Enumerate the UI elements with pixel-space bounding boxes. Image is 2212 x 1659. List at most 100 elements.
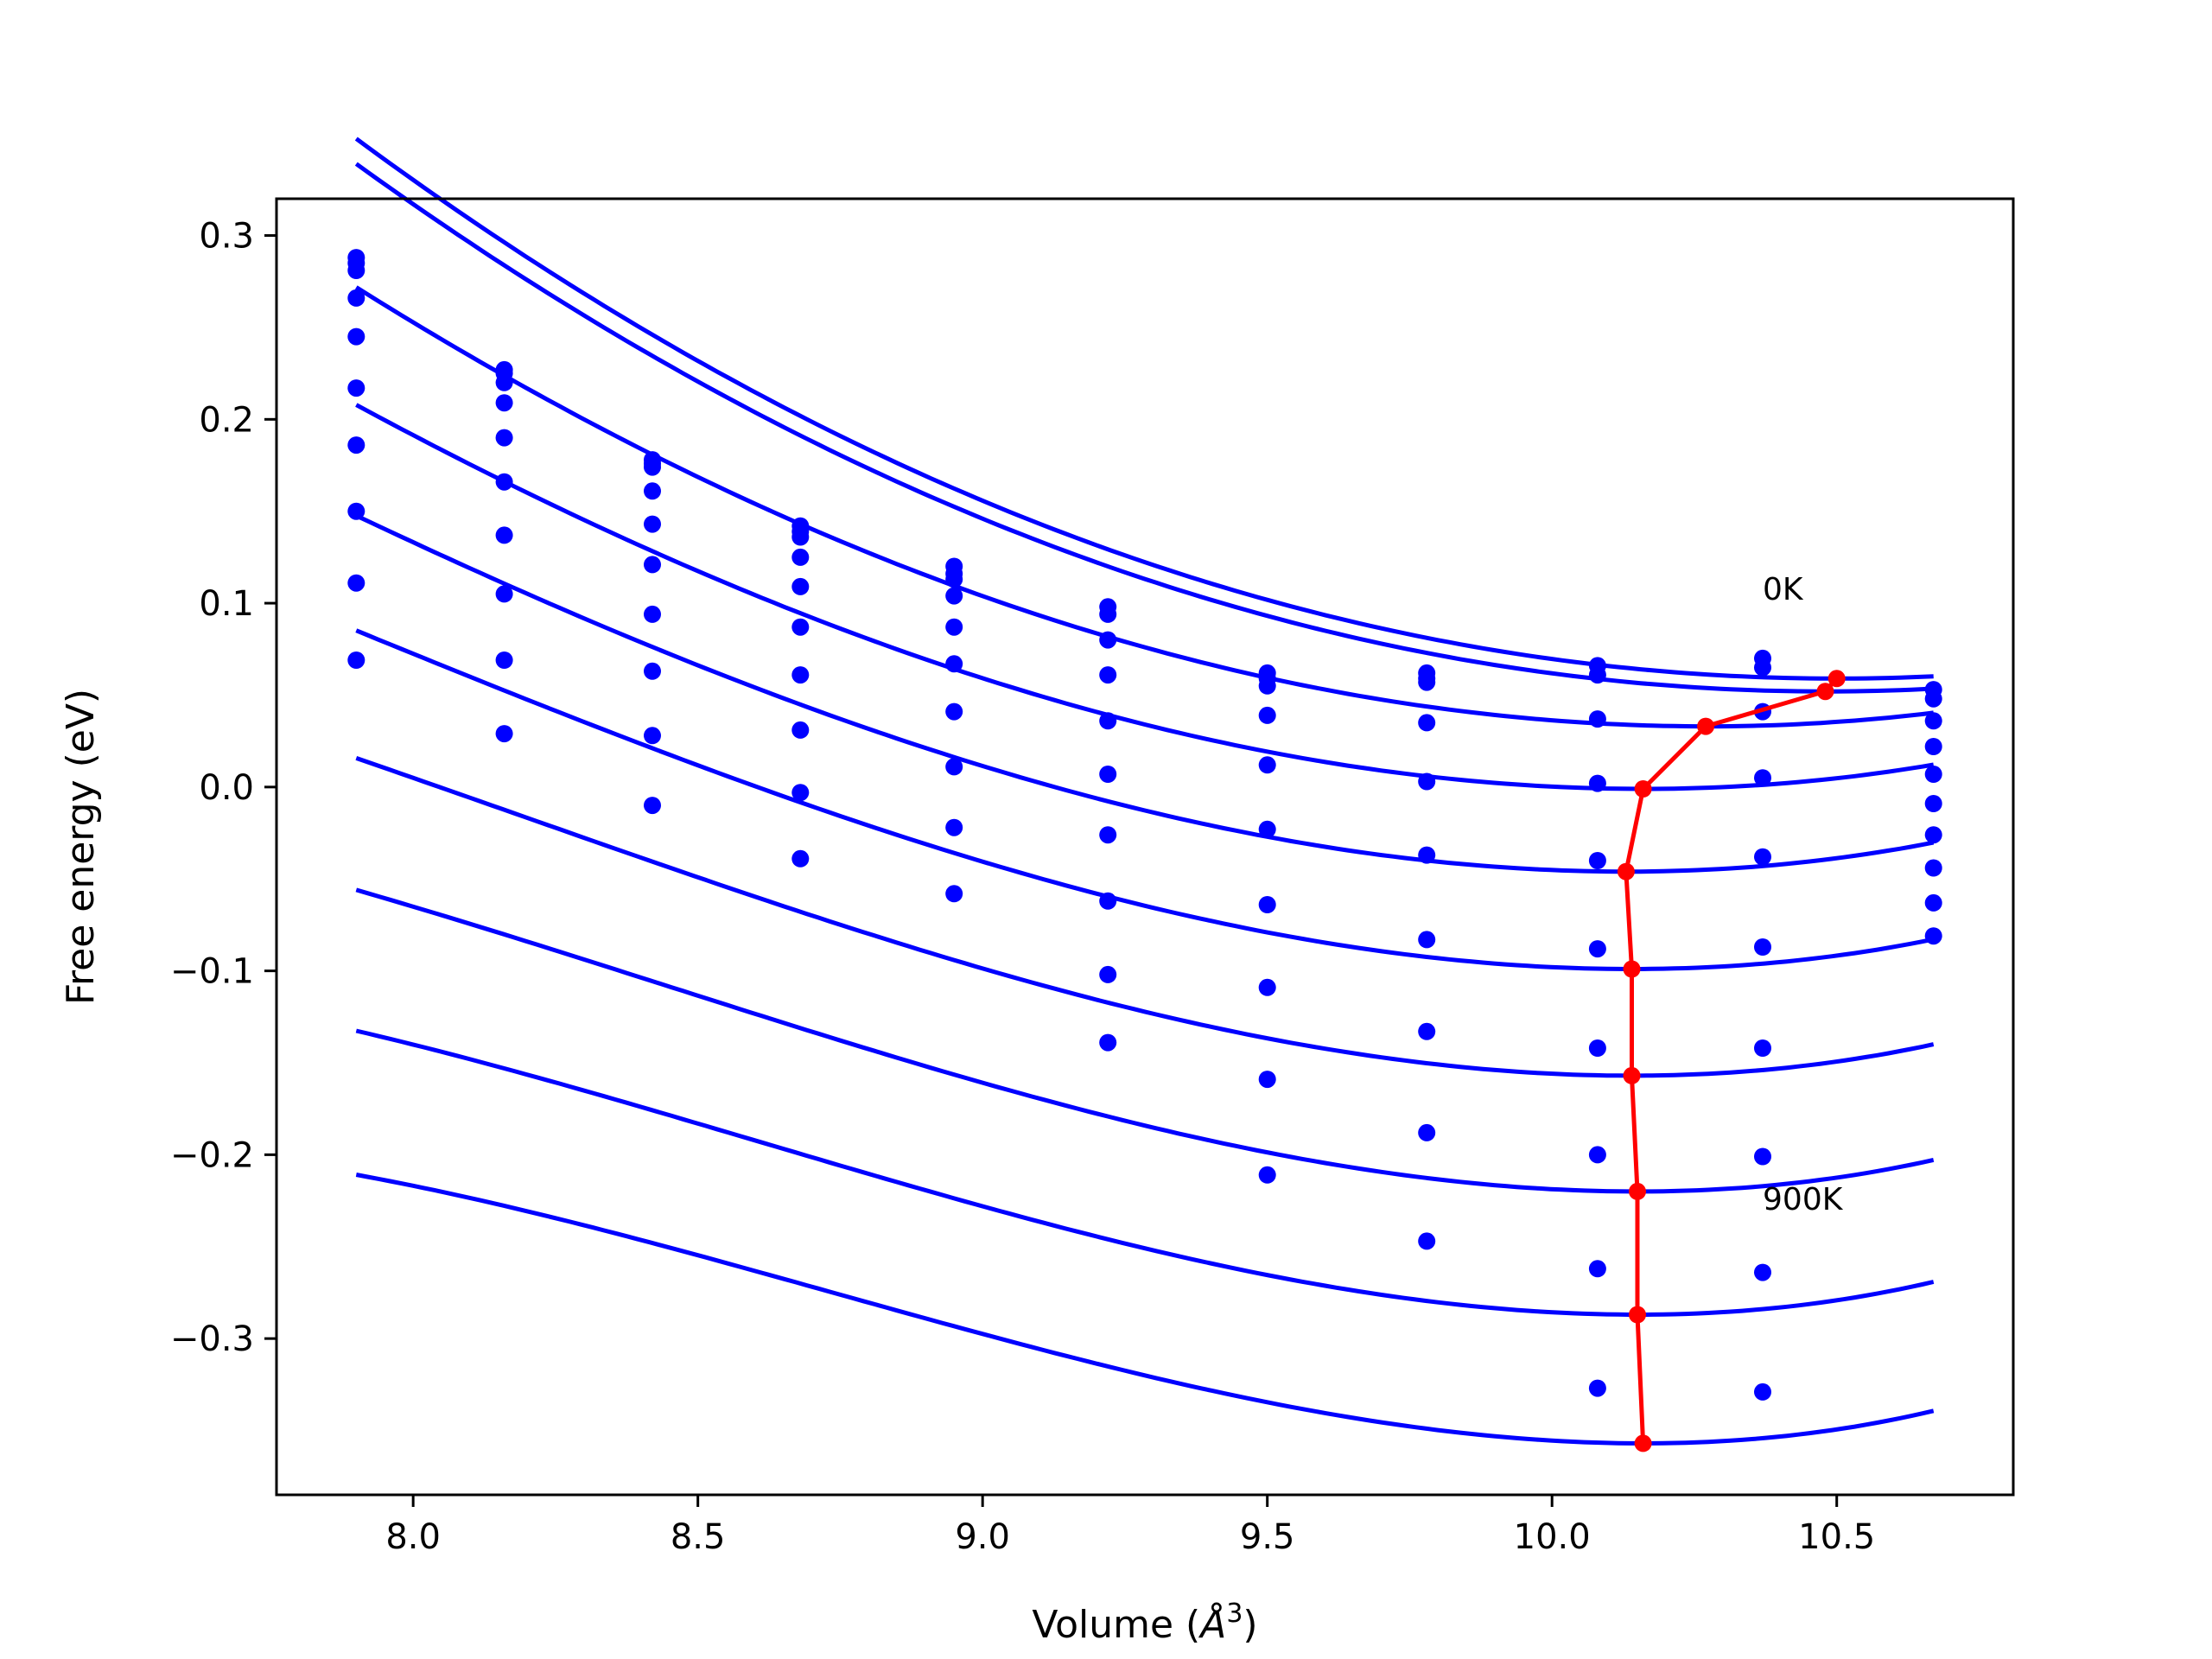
fit-curve-1: [354, 137, 1934, 681]
y-axis-ticks: 0.3 0.2 0.1 0.0 −0.1 −0.2 −0.3: [170, 217, 276, 1359]
fit-curve-6: [355, 628, 1935, 971]
minimum-point-6: [1623, 960, 1641, 978]
fit-curve-2: [354, 162, 1934, 694]
annotation-low-temp: 0K: [1763, 572, 1804, 607]
data-point-s9-2: [495, 652, 513, 669]
data-point-s9-5: [945, 818, 963, 836]
data-point-s6-1: [347, 379, 365, 397]
data-point-s8-3: [644, 662, 661, 680]
data-point-s7-6: [1099, 826, 1117, 844]
y-tick-label: −0.2: [170, 1135, 254, 1175]
fit-curve-4: [355, 403, 1935, 791]
data-point-s6-3: [644, 556, 661, 574]
data-point-s4-10: [1754, 769, 1771, 787]
data-point-s7-2: [495, 526, 513, 544]
data-point-s3-11: [1924, 712, 1942, 730]
data-point-s3-3: [644, 458, 661, 476]
data-point-s9-9: [1588, 1260, 1606, 1278]
x-axis-ticks: 8.0 8.5 9.0 9.5 10.0 10.5: [385, 1495, 1875, 1557]
data-point-s5-9: [1588, 852, 1606, 869]
data-point-s10-8: [1418, 1232, 1436, 1250]
data-points: [347, 249, 1942, 1401]
data-point-s9-10: [1754, 1263, 1771, 1281]
data-point-s3-6: [1099, 631, 1117, 649]
data-point-s10-1: [347, 652, 365, 669]
data-point-s8-9: [1588, 1146, 1606, 1164]
data-point-s7-5: [945, 702, 963, 721]
y-tick-label: 0.3: [199, 217, 254, 257]
data-point-s8-2: [495, 585, 513, 603]
data-point-s6-9: [1588, 940, 1606, 958]
data-point-s2-10: [1754, 658, 1771, 677]
data-point-s10-4: [791, 849, 810, 868]
data-point-s10-10: [1754, 1382, 1771, 1401]
y-tick-label: −0.1: [170, 952, 254, 992]
minimum-point-3: [1697, 717, 1715, 735]
data-point-s4-3: [644, 482, 661, 500]
data-point-s4-8: [1418, 714, 1436, 732]
data-point-s8-10: [1754, 1147, 1771, 1166]
data-point-s6-10: [1754, 938, 1771, 956]
data-point-s4-6: [1099, 666, 1117, 684]
data-point-s3-7: [1258, 677, 1276, 695]
data-point-s2-11: [1924, 681, 1942, 699]
y-tick-label: 0.1: [199, 584, 254, 624]
y-tick-label: −0.3: [170, 1319, 254, 1359]
fit-curves: [354, 137, 1935, 1446]
data-point-s7-10: [1754, 1039, 1771, 1057]
minimum-point-10: [1634, 1434, 1652, 1452]
minimum-point-4: [1634, 780, 1652, 798]
data-point-s3-5: [945, 570, 963, 588]
data-point-s9-4: [791, 784, 810, 802]
data-point-s4-7: [1258, 706, 1276, 724]
fit-curve-9: [355, 1028, 1935, 1317]
data-point-s8-8: [1418, 1022, 1436, 1040]
data-point-s7-7: [1258, 896, 1276, 913]
y-tick-label: 0.0: [199, 768, 254, 808]
data-point-s5-1: [347, 327, 365, 346]
data-point-s3-9: [1588, 710, 1606, 728]
data-point-s10-9: [1588, 1379, 1606, 1397]
data-point-s4-4: [791, 548, 810, 566]
plot-frame: [275, 197, 2015, 1497]
data-point-s5-4: [791, 577, 810, 595]
data-point-s4-1: [347, 289, 365, 307]
data-point-s8-1: [347, 502, 365, 520]
data-point-s7-1: [347, 436, 365, 454]
data-point-s5-10: [1754, 848, 1771, 866]
data-point-s10-7: [1258, 1166, 1276, 1184]
data-point-s8-7: [1258, 978, 1276, 996]
data-point-s8-4: [791, 721, 810, 739]
data-point-s6-5: [945, 655, 963, 673]
x-tick-label: 10.0: [1514, 1517, 1591, 1557]
data-point-s3-2: [495, 373, 513, 391]
data-point-s2-6: [1099, 605, 1117, 623]
x-tick-label: 10.5: [1798, 1517, 1875, 1557]
minimum-point-8: [1629, 1182, 1646, 1200]
minimum-point-2: [1816, 683, 1834, 701]
data-point-s9-8: [1418, 1123, 1436, 1141]
data-point-s5-3: [644, 515, 661, 533]
data-point-s10-11: [1924, 927, 1942, 945]
x-tick-label: 9.5: [1240, 1517, 1295, 1557]
data-point-s7-9: [1588, 1039, 1606, 1057]
data-point-s10-2: [495, 725, 513, 743]
x-tick-label: 9.0: [955, 1517, 1010, 1557]
data-point-s8-6: [1099, 892, 1117, 910]
minima-line: [1624, 677, 1839, 1444]
data-point-s6-4: [791, 618, 810, 636]
data-point-s6-8: [1418, 846, 1436, 864]
data-point-s3-4: [791, 528, 810, 546]
minimum-point-9: [1629, 1306, 1646, 1324]
data-point-s6-6: [1099, 766, 1117, 783]
data-point-s6-11: [1924, 795, 1942, 812]
data-point-s9-7: [1258, 1071, 1276, 1089]
y-axis-title: Free energy (eV): [59, 689, 103, 1005]
fit-curve-10: [355, 1173, 1935, 1446]
data-point-s7-8: [1418, 931, 1436, 949]
minima-series: [1617, 670, 1846, 1452]
x-tick-label: 8.5: [671, 1517, 726, 1557]
fit-curve-7: [355, 756, 1935, 1078]
minimum-point-1: [1827, 670, 1846, 688]
data-point-s9-1: [347, 574, 365, 592]
